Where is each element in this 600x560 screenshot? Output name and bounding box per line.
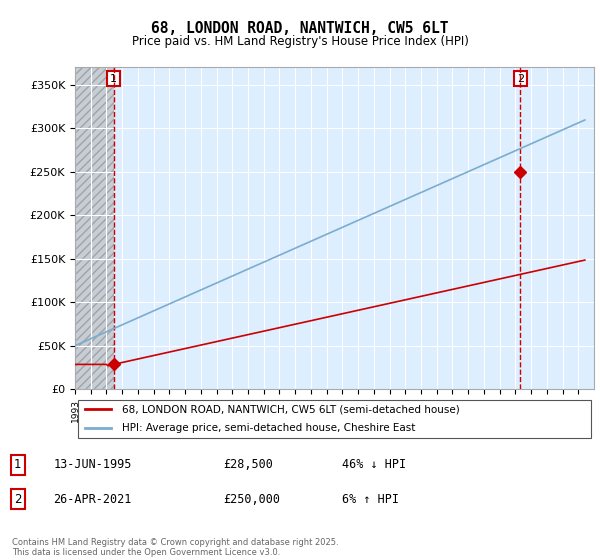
Text: 68, LONDON ROAD, NANTWICH, CW5 6LT (semi-detached house): 68, LONDON ROAD, NANTWICH, CW5 6LT (semi…: [122, 404, 460, 414]
Text: Price paid vs. HM Land Registry's House Price Index (HPI): Price paid vs. HM Land Registry's House …: [131, 35, 469, 48]
Text: 2: 2: [14, 493, 22, 506]
Text: 13-JUN-1995: 13-JUN-1995: [53, 458, 132, 471]
Text: 68, LONDON ROAD, NANTWICH, CW5 6LT: 68, LONDON ROAD, NANTWICH, CW5 6LT: [151, 21, 449, 36]
Text: £28,500: £28,500: [223, 458, 272, 471]
Text: 1: 1: [110, 73, 117, 83]
Text: 26-APR-2021: 26-APR-2021: [53, 493, 132, 506]
Text: 2: 2: [517, 73, 524, 83]
Text: 6% ↑ HPI: 6% ↑ HPI: [341, 493, 398, 506]
FancyBboxPatch shape: [77, 400, 592, 437]
Text: 46% ↓ HPI: 46% ↓ HPI: [341, 458, 406, 471]
Text: £250,000: £250,000: [223, 493, 280, 506]
Text: Contains HM Land Registry data © Crown copyright and database right 2025.
This d: Contains HM Land Registry data © Crown c…: [12, 538, 338, 557]
Text: 1: 1: [14, 458, 22, 471]
Text: HPI: Average price, semi-detached house, Cheshire East: HPI: Average price, semi-detached house,…: [122, 423, 415, 433]
